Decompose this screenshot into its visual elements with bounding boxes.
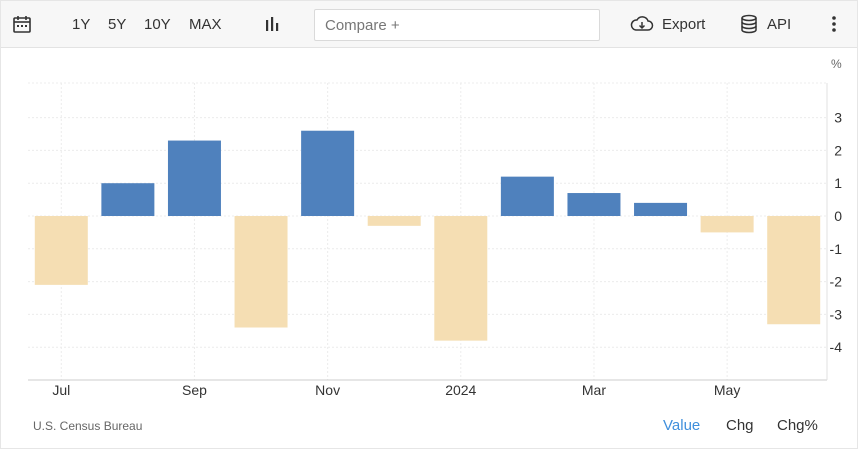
bar-may-2024[interactable] [700,216,754,233]
range-max-button[interactable]: MAX [189,15,222,33]
y-tick-label: -2 [830,274,843,290]
view-value-button[interactable]: Value [663,417,701,434]
x-tick-label: Nov [315,382,340,398]
x-tick-label: Jul [52,382,70,398]
cloud-download-icon [630,16,654,31]
range-1y-button[interactable]: 1Y [72,15,91,33]
chart-toolbar: 1Y 5Y 10Y MAX Export [1,1,857,48]
bar-feb-2024[interactable] [500,176,554,216]
export-label: Export [662,15,706,33]
x-tick-label: Mar [582,382,606,398]
bar-jan-2024[interactable] [434,216,488,341]
export-button[interactable]: Export [629,1,705,47]
bar-sep-2023[interactable] [167,140,221,216]
bar-chart-icon[interactable] [263,1,281,47]
bar-nov-2023[interactable] [301,130,355,216]
bar-oct-2023[interactable] [234,216,288,328]
y-tick-label: -1 [830,241,843,257]
view-chg-button[interactable]: Chg [726,417,754,434]
bar-dec-2023[interactable] [367,216,421,226]
y-tick-label: 2 [834,142,842,158]
bar-jul-2023[interactable] [34,216,88,285]
database-icon [741,14,757,34]
bar-chart: 3 2 1 0 -1 -2 -3 -4 Jul Sep Nov 2024 Mar May [28,82,843,398]
source-label: U.S. Census Bureau [33,419,143,433]
view-chg-percent-button[interactable]: Chg% [777,417,818,434]
range-5y-button[interactable]: 5Y [108,15,127,33]
x-tick-label: Sep [182,382,207,398]
bar-aug-2023[interactable] [101,183,155,216]
range-10y-button[interactable]: 10Y [144,15,171,33]
y-tick-label: 1 [834,175,842,191]
y-tick-label: 0 [834,208,842,224]
y-tick-label: -3 [830,306,843,322]
bar-mar-2024[interactable] [567,193,621,216]
x-tick-label: May [714,382,740,398]
x-tick-label: 2024 [445,382,476,398]
bar-apr-2024[interactable] [634,202,688,216]
api-button[interactable]: API [740,1,791,47]
unit-label: % [831,57,842,71]
api-label: API [767,15,792,33]
y-tick-label: -4 [830,339,843,355]
y-tick-label: 3 [834,110,842,126]
compare-input[interactable] [314,9,600,41]
calendar-icon[interactable] [11,1,33,47]
more-options-icon[interactable] [830,1,838,47]
bar-jun-2024[interactable] [767,216,821,325]
